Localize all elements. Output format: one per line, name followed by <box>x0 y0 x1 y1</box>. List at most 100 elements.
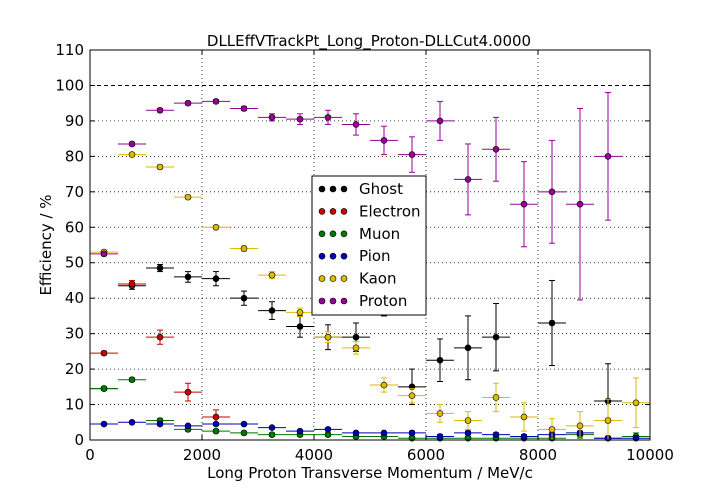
data-point <box>296 323 304 330</box>
data-point <box>436 410 444 417</box>
data-point <box>632 399 640 407</box>
data-point <box>268 424 276 431</box>
x-tick-label: 6000 <box>407 446 445 464</box>
y-tick-label: 20 <box>65 360 84 378</box>
data-point <box>436 356 444 364</box>
data-point <box>436 117 444 125</box>
data-point <box>184 422 192 430</box>
legend-label: Ghost <box>359 180 403 198</box>
legend-item-ghost: Ghost <box>318 180 403 198</box>
legend-label: Pion <box>359 247 391 265</box>
y-tick-label: 70 <box>65 183 84 201</box>
data-point <box>492 431 500 438</box>
data-point <box>128 418 136 426</box>
chart-title: DLLEffVTrackPt_Long_Proton-DLLCut4.0000 <box>207 32 531 51</box>
legend-marker <box>340 230 348 238</box>
data-point <box>156 333 164 341</box>
legend-label: Electron <box>359 202 421 220</box>
data-point <box>100 250 108 258</box>
data-point <box>324 114 332 121</box>
y-tick-label: 80 <box>65 147 84 165</box>
series-electron <box>90 279 230 425</box>
data-point <box>604 417 612 424</box>
series-kaon <box>90 151 650 441</box>
data-point <box>324 333 332 341</box>
legend-item-pion: Pion <box>318 247 391 265</box>
legend-item-proton: Proton <box>318 292 407 310</box>
data-point <box>184 99 192 107</box>
data-point <box>240 105 248 112</box>
legend-marker <box>318 230 326 238</box>
data-point <box>604 153 612 160</box>
data-point <box>128 151 136 158</box>
y-tick-label: 90 <box>65 112 84 130</box>
x-axis-label: Long Proton Transverse Momentum / MeV/c <box>207 464 533 482</box>
legend-marker <box>329 185 337 193</box>
legend-marker <box>318 185 326 193</box>
data-point <box>464 344 472 352</box>
data-point <box>240 245 248 252</box>
legend-box <box>311 175 427 316</box>
x-tick-label: 10000 <box>626 446 674 464</box>
data-point <box>268 431 276 438</box>
data-point <box>212 98 220 105</box>
data-point <box>100 420 108 428</box>
legend-marker <box>340 185 348 193</box>
data-point <box>408 392 416 399</box>
data-point <box>212 223 220 231</box>
legend-marker <box>340 297 348 305</box>
legend: Ghost Electron Muon Pion Kaon Proton <box>311 175 427 316</box>
data-point <box>352 344 360 352</box>
y-tick-label: 50 <box>65 254 84 272</box>
data-point <box>436 433 444 440</box>
data-point <box>240 294 248 302</box>
data-point <box>296 427 304 435</box>
data-point <box>380 381 388 389</box>
legend-marker <box>329 230 337 238</box>
x-tick-label: 2000 <box>183 446 221 464</box>
data-point <box>184 193 192 201</box>
data-point <box>520 413 528 421</box>
data-point <box>352 429 360 437</box>
legend-marker <box>329 275 337 282</box>
data-point <box>408 151 416 158</box>
y-tick-label: 10 <box>65 396 84 414</box>
data-point <box>548 319 556 327</box>
data-point <box>156 264 164 272</box>
legend-marker <box>318 275 326 282</box>
data-point <box>324 426 332 433</box>
legend-item-muon: Muon <box>318 225 400 243</box>
data-point <box>352 121 360 128</box>
legend-marker <box>329 252 337 260</box>
y-tick-label: 30 <box>65 325 84 343</box>
data-point <box>296 309 304 316</box>
data-point <box>492 145 500 153</box>
data-point <box>156 420 164 428</box>
data-point <box>380 429 388 437</box>
legend-item-kaon: Kaon <box>318 270 396 288</box>
data-point <box>576 422 584 430</box>
legend-marker <box>318 297 326 305</box>
data-point <box>548 426 556 433</box>
data-point <box>520 433 528 440</box>
data-point <box>128 140 136 148</box>
legend-label: Kaon <box>359 270 396 288</box>
legend-marker <box>340 275 348 282</box>
data-point <box>128 376 136 384</box>
data-point <box>156 163 164 171</box>
data-point <box>464 176 472 183</box>
y-tick-label: 40 <box>65 289 84 307</box>
tick-labels: 0 2000 4000 6000 8000 10000 0 10 20 30 40 50 60 70 80 9… <box>55 41 674 464</box>
legend-item-electron: Electron <box>318 202 421 220</box>
data-point <box>100 385 108 392</box>
data-point <box>128 280 136 288</box>
x-tick-label: 8000 <box>519 446 557 464</box>
data-point <box>100 349 108 357</box>
data-point <box>520 200 528 208</box>
data-point <box>212 427 220 435</box>
data-point <box>212 413 220 421</box>
data-point <box>548 188 556 196</box>
data-point <box>464 417 472 424</box>
data-point <box>380 137 388 144</box>
